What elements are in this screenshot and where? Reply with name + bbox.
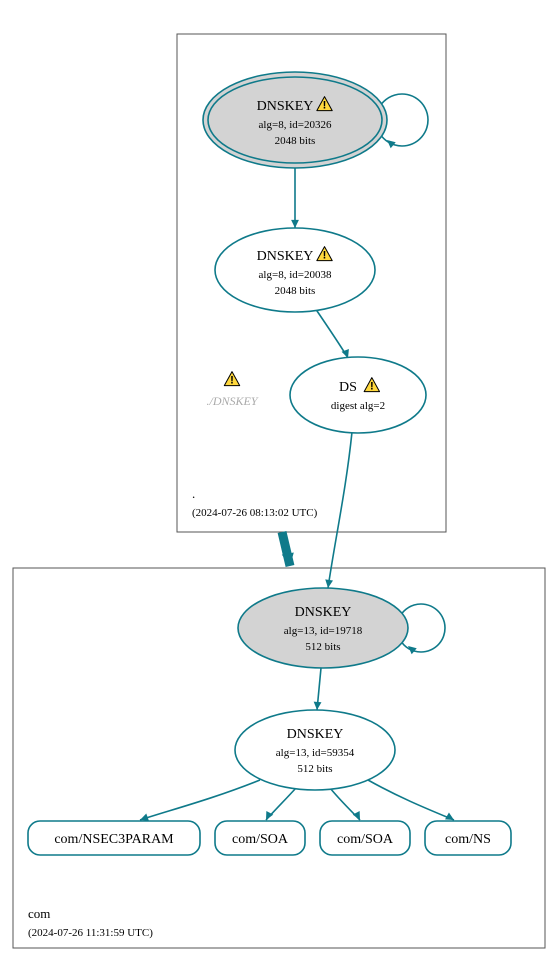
node-root_ksk-sub1: alg=8, id=20326 (259, 119, 332, 131)
node-root_zsk-title: DNSKEY (257, 249, 314, 264)
zone-com-timestamp: (2024-07-26 11:31:59 UTC) (28, 927, 153, 939)
node-root_ksk-title: DNSKEY (257, 99, 314, 114)
node-com_zsk-sub2: 512 bits (297, 763, 332, 775)
record-soa1: com/SOA (215, 821, 305, 855)
record-nsec3param-label: com/NSEC3PARAM (54, 832, 174, 847)
edge-zsk-to-soa1 (266, 788, 296, 820)
edge-zsk-to-ns (368, 780, 454, 820)
record-soa2-label: com/SOA (337, 832, 394, 847)
node-root_ds-title: DS (339, 380, 357, 395)
zone-root-title: . (192, 486, 195, 501)
node-root_ksk-sub2: 2048 bits (275, 135, 316, 147)
warning-icon: ! (224, 372, 239, 387)
node-com_zsk: DNSKEY alg=13, id=59354 512 bits (235, 710, 395, 790)
edge-root-ksk-to-zsk (291, 168, 299, 228)
node-com_ksk-title: DNSKEY (295, 605, 352, 620)
node-com_ksk-sub2: 512 bits (305, 641, 340, 653)
placeholder-root-dnskey: ! ./DNSKEY (206, 372, 258, 408)
edge-zsk-to-nsec3 (140, 780, 260, 821)
svg-text:!: ! (370, 380, 374, 392)
edge-root-zsk-to-ds (315, 308, 349, 358)
record-nsec3param: com/NSEC3PARAM (28, 821, 200, 855)
node-com_ksk-sub1: alg=13, id=19718 (284, 625, 363, 637)
record-ns-label: com/NS (445, 832, 491, 847)
node-root_zsk-sub1: alg=8, id=20038 (259, 269, 332, 281)
svg-text:!: ! (230, 374, 234, 386)
edge-zone-connector (282, 532, 294, 566)
node-com_zsk-sub1: alg=13, id=59354 (276, 747, 355, 759)
edge-com-ksk-to-zsk (314, 668, 322, 710)
placeholder-label: ./DNSKEY (206, 394, 258, 408)
node-root_ds-sub1: digest alg=2 (331, 400, 385, 412)
zone-root-timestamp: (2024-07-26 08:13:02 UTC) (192, 507, 318, 519)
node-com_ksk: DNSKEY alg=13, id=19718 512 bits (238, 588, 408, 668)
edge-zsk-to-soa2 (330, 788, 360, 820)
svg-text:!: ! (323, 99, 327, 111)
node-root_ds: DS! digest alg=2 (290, 357, 426, 433)
node-root_zsk-sub2: 2048 bits (275, 285, 316, 297)
record-soa2: com/SOA (320, 821, 410, 855)
svg-text:!: ! (323, 249, 327, 261)
node-root_zsk: DNSKEY! alg=8, id=20038 2048 bits (215, 228, 375, 312)
record-ns: com/NS (425, 821, 511, 855)
zone-com-title: com (28, 906, 50, 921)
record-soa1-label: com/SOA (232, 832, 289, 847)
node-com_zsk-title: DNSKEY (287, 727, 344, 742)
edge-ds-to-com-ksk (325, 432, 352, 588)
node-root_ksk: DNSKEY! alg=8, id=20326 2048 bits (203, 72, 387, 168)
